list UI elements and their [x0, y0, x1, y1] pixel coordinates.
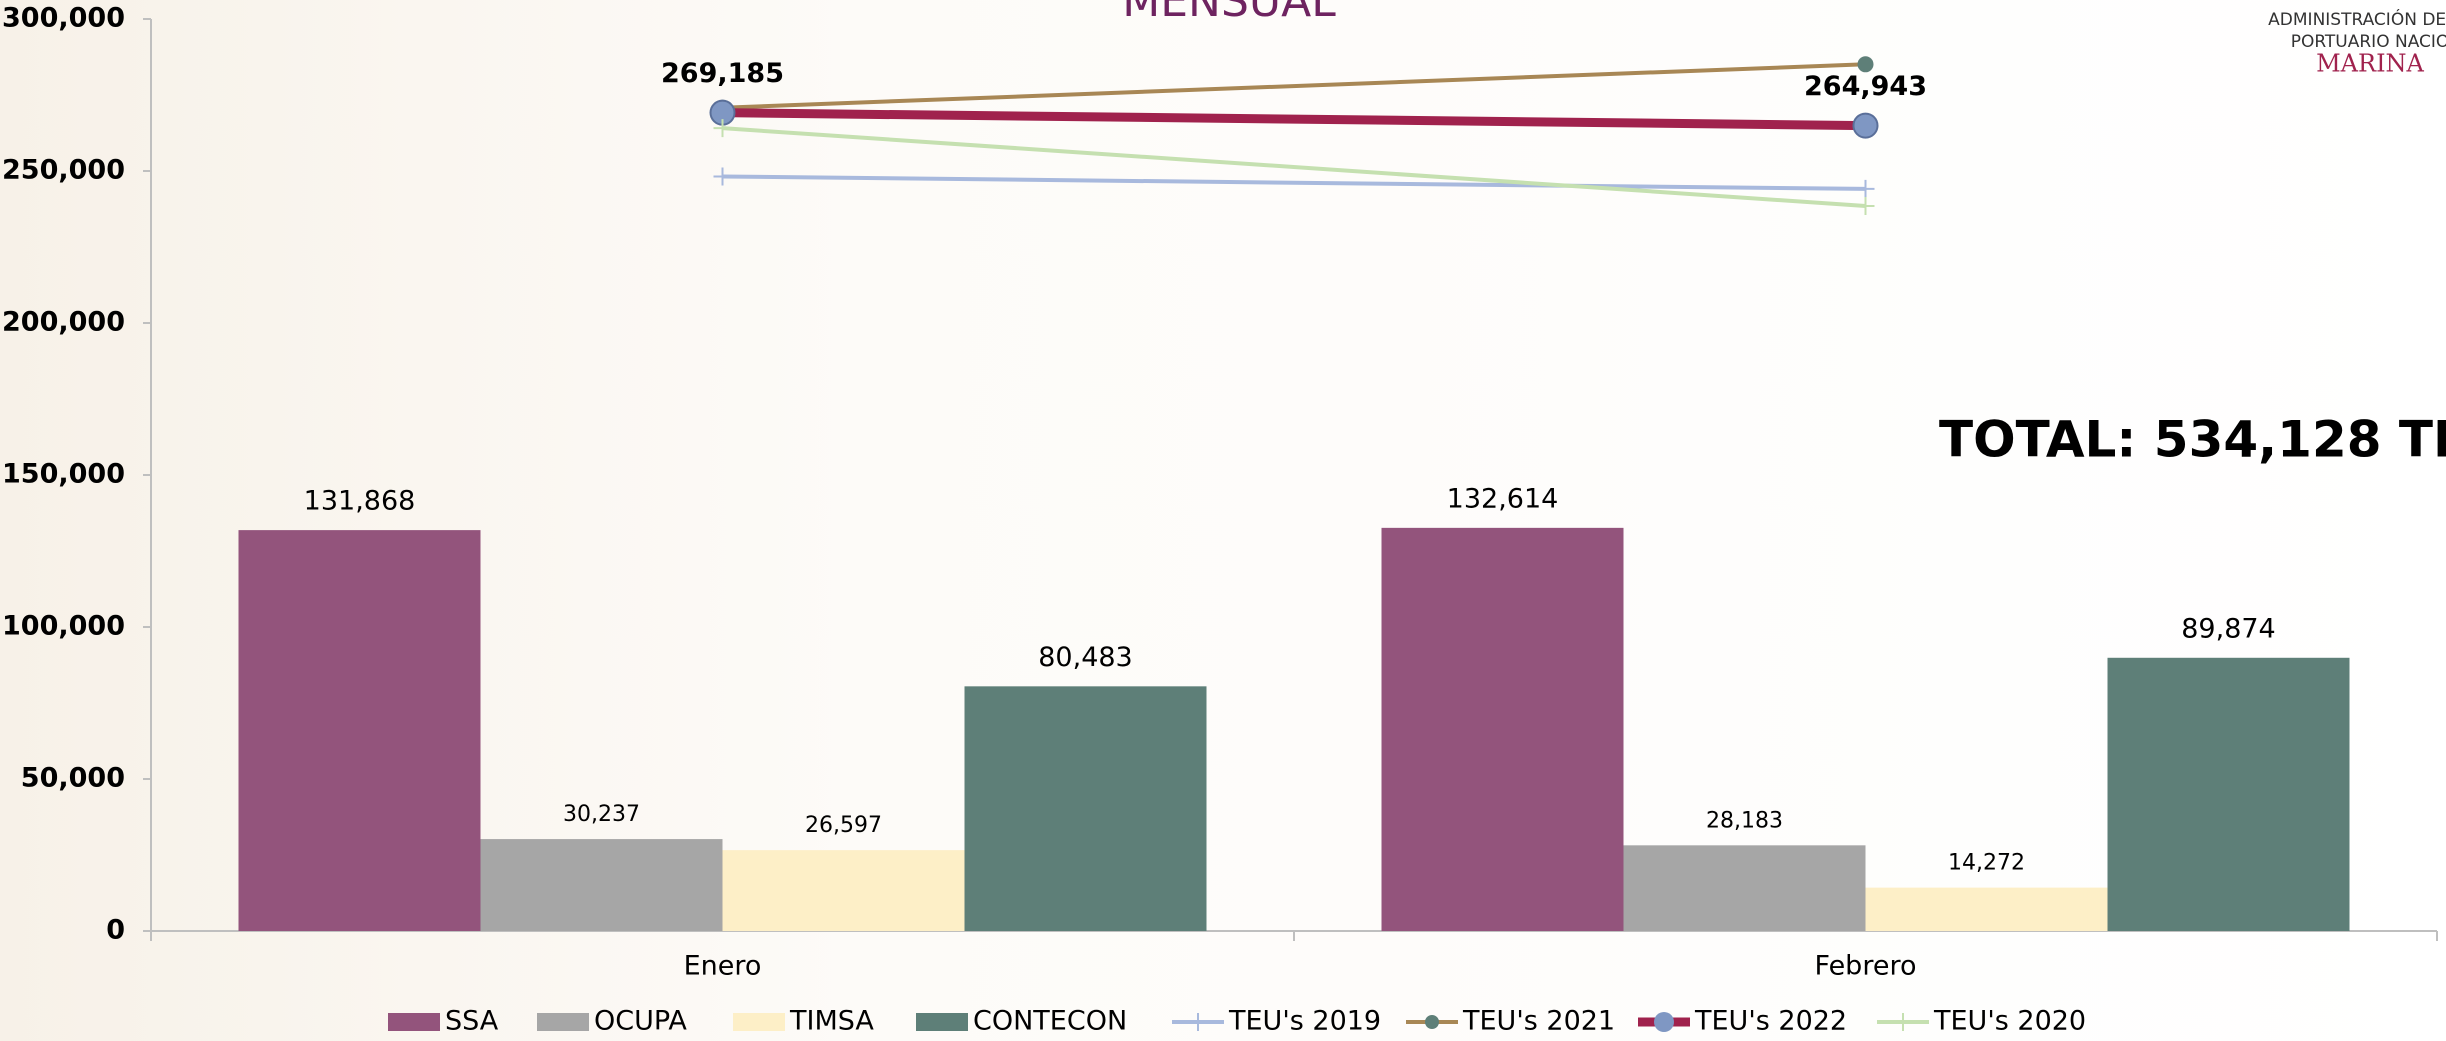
logo-text: ADMINISTRACIÓN DEL S	[2268, 8, 2446, 30]
legend-label: TEU's 2020	[1933, 1006, 2086, 1037]
bar-value-label: 132,614	[1447, 483, 1559, 514]
legend-swatch	[916, 1013, 968, 1031]
y-tick-label: 0	[106, 915, 125, 946]
bar	[965, 686, 1207, 931]
bar-value-label: 26,597	[805, 813, 882, 838]
bar-value-label: 28,183	[1706, 808, 1783, 833]
total-annotation: TOTAL: 534,128 TEU	[1939, 411, 2446, 469]
x-tick-label: Febrero	[1815, 951, 1917, 982]
bar-value-label: 30,237	[563, 802, 640, 827]
legend-label: TEU's 2021	[1462, 1006, 1615, 1037]
bar-value-label: 89,874	[2181, 613, 2275, 644]
legend-swatch	[733, 1013, 785, 1031]
y-tick-label: 150,000	[2, 459, 125, 490]
bar-value-label: 80,483	[1038, 642, 1132, 673]
y-tick-label: 200,000	[2, 307, 125, 338]
y-tick-label: 100,000	[2, 611, 125, 642]
logo-text: MARINA	[2316, 50, 2424, 78]
line-value-label: 264,943	[1804, 71, 1927, 102]
legend-label: OCUPA	[594, 1006, 687, 1037]
legend-marker	[1654, 1012, 1674, 1032]
y-tick-label: 50,000	[21, 763, 125, 794]
legend-swatch	[388, 1013, 440, 1031]
bar	[723, 850, 965, 931]
bar-value-label: 131,868	[304, 486, 416, 517]
chart-title: MENSUAL	[1122, 0, 1336, 27]
bar	[239, 530, 481, 931]
marker	[1854, 114, 1878, 138]
y-tick-label: 250,000	[2, 155, 125, 186]
line-value-label: 269,185	[661, 58, 784, 89]
bar	[2108, 658, 2350, 931]
legend-label: TEU's 2019	[1228, 1006, 1381, 1037]
marker	[1858, 56, 1874, 72]
bar	[1382, 528, 1624, 931]
bar	[1866, 888, 2108, 931]
bar-value-label: 14,272	[1948, 851, 2025, 876]
legend-label: TEU's 2022	[1694, 1006, 1847, 1037]
legend-swatch	[537, 1013, 589, 1031]
legend-label: CONTECON	[973, 1006, 1127, 1037]
x-tick-label: Enero	[684, 951, 762, 982]
legend-label: TIMSA	[789, 1006, 874, 1037]
y-tick-label: 300,000	[2, 3, 125, 34]
chart: MENSUAL TOTAL: 534,128 TEU ADMINISTRACIÓ…	[0, 0, 2446, 1041]
bar	[1624, 845, 1866, 931]
bar	[481, 839, 723, 931]
legend-label: SSA	[445, 1006, 499, 1037]
legend-marker	[1425, 1015, 1439, 1029]
